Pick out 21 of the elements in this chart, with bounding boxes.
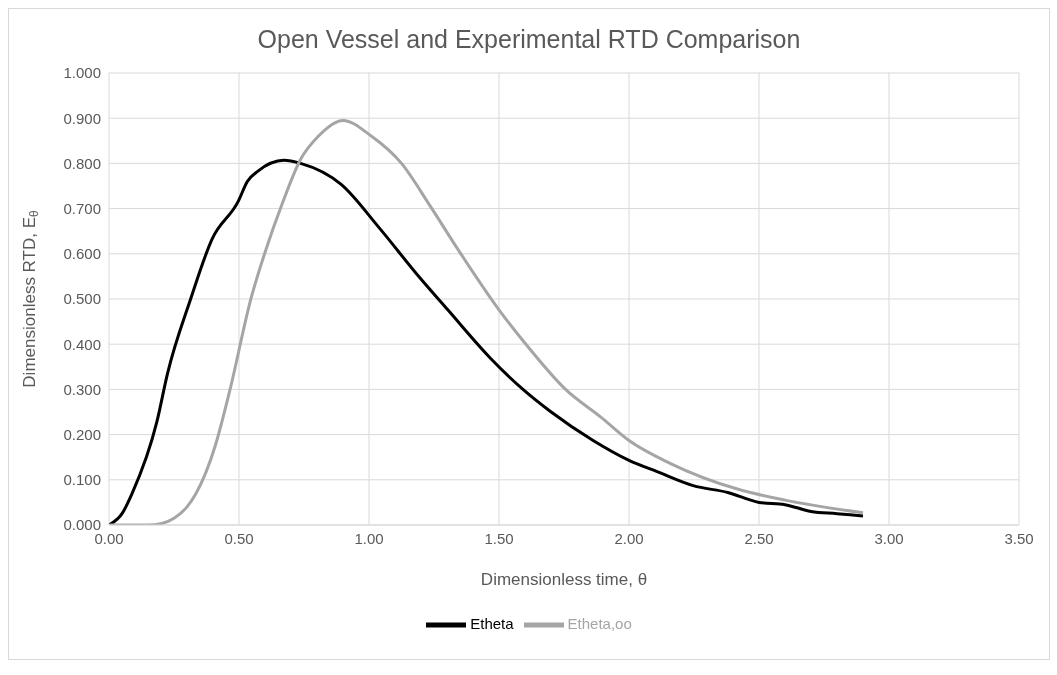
legend-label: Etheta (470, 614, 514, 632)
legend-label: Etheta,oo (567, 614, 632, 632)
chart-title: Open Vessel and Experimental RTD Comparison (256, 24, 802, 55)
y-tick-label: 1.000 (63, 64, 101, 82)
y-tick-label: 0.200 (63, 425, 101, 443)
y-tick-label: 0.400 (63, 335, 101, 353)
x-tick-label: 3.50 (1004, 529, 1034, 547)
y-tick-label: 0.900 (63, 109, 101, 127)
y-tick-label: 0.300 (63, 380, 101, 398)
x-axis-title: Dimensionless time, θ (480, 570, 648, 589)
y-tick-label: 0.100 (63, 471, 101, 489)
x-tick-label: 2.50 (744, 529, 774, 547)
y-tick-label: 0.500 (63, 290, 101, 308)
x-tick-label: 0.50 (224, 529, 254, 547)
x-tick-label: 2.00 (614, 529, 644, 547)
x-tick-label: 3.00 (874, 529, 904, 547)
x-tick-label: 1.00 (354, 529, 384, 547)
y-tick-label: 0.800 (63, 154, 101, 172)
x-tick-label: 1.50 (484, 529, 514, 547)
y-tick-label: 0.600 (63, 245, 101, 263)
y-tick-label: 0.700 (63, 199, 101, 217)
